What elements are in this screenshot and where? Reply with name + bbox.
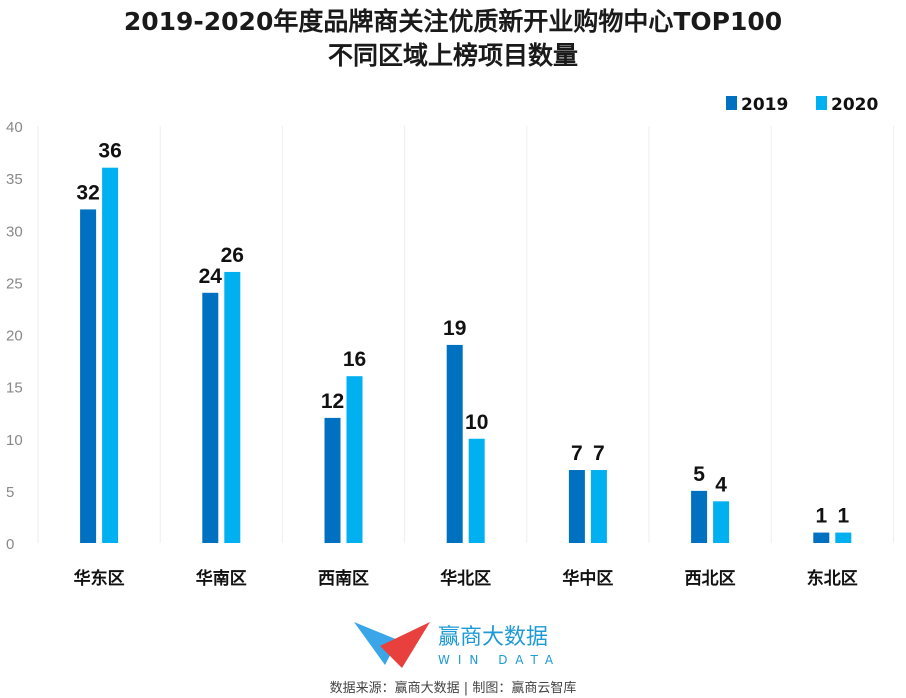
x-tick-label: 华南区 [196,568,247,589]
bar-2020 [713,501,730,543]
grid [37,126,894,543]
windata-logo: 赢商大数据 WIN DATA [354,622,561,668]
bar-2019 [324,417,341,543]
data-label: 5 [693,463,705,486]
x-axis: 华东区 华南区 西南区 华北区 华中区 西北区 东北区 [74,568,858,589]
legend-swatch-2020 [816,96,827,110]
bar-2019 [202,292,219,543]
data-label: 26 [221,244,244,267]
brand-en: WIN DATA [438,653,561,667]
data-label: 16 [343,348,366,371]
y-tick-label: 5 [6,484,14,501]
legend: 2019 2020 [726,95,878,115]
y-tick-label: 0 [6,536,14,553]
y-tick-label: 20 [6,328,23,345]
logo-left-wing [354,622,398,665]
data-label: 1 [815,505,827,528]
bar-2019 [691,490,708,543]
data-label: 7 [593,442,605,465]
x-tick-label: 华东区 [74,568,125,589]
data-label: 10 [465,411,488,434]
y-tick-label: 30 [6,223,23,240]
x-tick-label: 西北区 [685,569,736,589]
bar-2019 [80,209,97,543]
bar-2019 [813,532,830,543]
data-label: 32 [76,181,99,204]
bar-2020 [224,271,241,543]
data-label: 4 [715,473,727,496]
y-axis: 0 5 10 15 20 25 30 35 40 [6,119,23,553]
bar-2020 [835,532,852,543]
bar-2020 [346,376,363,543]
data-label: 7 [571,442,583,465]
x-tick-label: 西南区 [318,568,369,589]
data-label: 24 [199,265,223,288]
bar-2020 [468,438,485,543]
data-label: 1 [837,505,849,528]
x-tick-label: 东北区 [807,568,858,589]
data-label: 12 [321,390,344,413]
bar-2019 [568,470,585,543]
legend-label: 2020 [831,95,878,115]
legend-swatch-2019 [726,96,737,110]
chart-subtitle: 不同区域上榜项目数量 [328,41,578,70]
bar-2020 [590,470,607,543]
bar-2019 [446,344,463,543]
x-tick-label: 华北区 [440,568,491,589]
logo-right-wing [380,622,430,668]
data-label: 19 [443,317,466,340]
y-tick-label: 40 [6,119,23,136]
source-note: 数据来源：赢商大数据 | 制图：赢商云智库 [330,680,577,696]
y-tick-label: 25 [6,275,23,292]
data-label: 36 [98,140,121,163]
brand-cn: 赢商大数据 [438,625,548,650]
x-tick-label: 华中区 [562,568,613,589]
bar-2020 [102,167,119,543]
legend-label: 2019 [741,95,788,115]
y-tick-label: 15 [6,380,23,397]
y-tick-label: 35 [6,171,23,188]
chart-title: 2019-2020年度品牌商关注优质新开业购物中心TOP100 [124,7,782,36]
y-tick-label: 10 [6,432,23,449]
